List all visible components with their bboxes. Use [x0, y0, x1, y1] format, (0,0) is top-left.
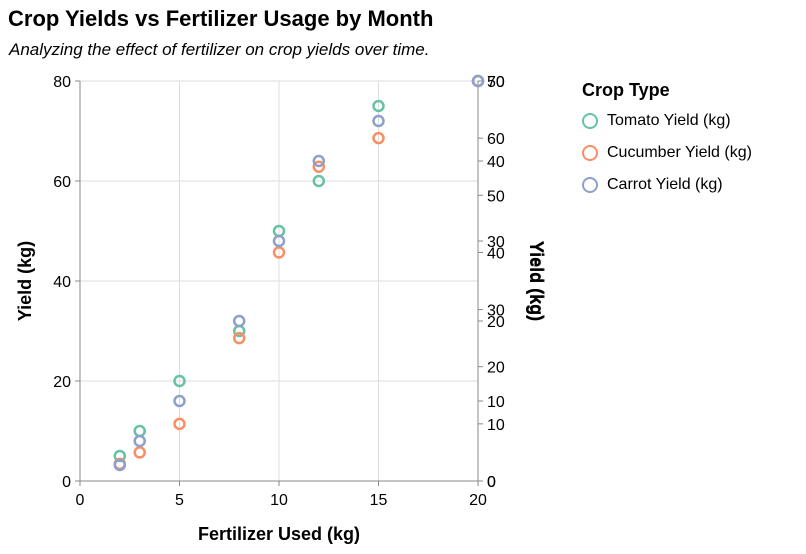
point-series-1 [372, 131, 385, 145]
legend-item-cucumber: Cucumber Yield (kg) [582, 141, 752, 165]
legend-item-tomato: Tomato Yield (kg) [582, 109, 752, 133]
point-series-2 [471, 74, 485, 88]
y-tick-label-left: 60 [53, 174, 71, 191]
point-series-0 [133, 424, 146, 438]
point-series-0 [372, 99, 385, 113]
x-tick-label: 10 [270, 492, 288, 509]
point-series-1 [133, 446, 146, 459]
point-series-1 [272, 246, 286, 259]
y-tick-label-right2: 0 [487, 474, 496, 491]
legend-label-tomato: Tomato Yield (kg) [607, 112, 731, 129]
x-axis-title: Fertilizer Used (kg) [198, 524, 360, 544]
y-tick-label-right2: 10 [487, 394, 505, 411]
x-tick-label: 5 [175, 492, 184, 509]
point-series-2 [133, 434, 146, 448]
y-tick-label-right2: 30 [487, 234, 505, 251]
y-axis-title-left: Yield (kg) [15, 241, 35, 321]
chart-subtitle: Analyzing the effect of fertilizer on cr… [9, 40, 430, 59]
y-tick-label-left: 20 [53, 374, 71, 391]
y-tick-label-right1: 70 [487, 74, 505, 91]
point-series-2 [272, 234, 286, 248]
x-tick-label: 20 [469, 492, 487, 509]
point-series-0 [173, 374, 186, 388]
y-tick-label-right2: 50 [487, 74, 505, 91]
grid [79, 80, 479, 482]
y-tick-label-right1: 30 [487, 303, 505, 320]
legend-label-cucumber: Cucumber Yield (kg) [607, 144, 752, 161]
y-tick-label-right2: 40 [487, 154, 505, 171]
point-series-1 [232, 331, 246, 345]
point-series-2 [173, 394, 186, 408]
legend: Crop Type Tomato Yield (kg) Cucumber Yie… [582, 80, 752, 205]
y-tick-label-left: 0 [62, 474, 71, 491]
y-tick-label-left: 40 [53, 274, 71, 291]
point-series-2 [232, 314, 246, 328]
legend-symbol-cucumber [582, 145, 598, 161]
y-tick-label-right1: 20 [487, 360, 505, 377]
point-series-0 [312, 174, 326, 188]
legend-symbol-tomato [582, 113, 598, 129]
y-tick-label-right2: 20 [487, 314, 505, 331]
legend-label-carrot: Carrot Yield (kg) [607, 176, 723, 193]
legend-title: Crop Type [582, 80, 670, 100]
point-series-2 [312, 154, 326, 168]
y-tick-label-right1: 0 [487, 474, 496, 491]
point-series-2 [113, 458, 127, 472]
legend-symbol-carrot [582, 177, 598, 193]
y-tick-label-right1: 50 [487, 188, 505, 205]
point-series-2 [372, 114, 385, 128]
y-tick-label-right1: 40 [487, 245, 505, 262]
y-tick-label-right1: 10 [487, 417, 505, 434]
data-points [113, 74, 485, 472]
y-axis-title-right1: Yield (kg) [526, 241, 546, 321]
point-series-1 [312, 160, 326, 173]
chart-title: Crop Yields vs Fertilizer Usage by Month [8, 6, 434, 31]
x-tick-label: 15 [370, 492, 388, 509]
point-series-1 [173, 417, 186, 431]
y-tick-label-right1: 60 [487, 131, 505, 148]
y-axis-title-right2: Yield (kg) [527, 241, 547, 321]
y-tick-label-left: 80 [53, 74, 71, 91]
x-tick-label: 0 [76, 492, 85, 509]
legend-item-carrot: Carrot Yield (kg) [582, 173, 752, 197]
